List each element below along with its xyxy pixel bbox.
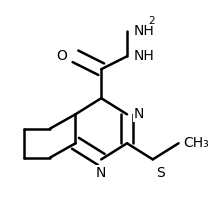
Text: 2: 2: [148, 16, 155, 26]
Text: NH: NH: [133, 24, 154, 38]
Text: N: N: [96, 166, 106, 180]
Text: CH₃: CH₃: [183, 136, 209, 150]
Text: O: O: [57, 49, 67, 63]
Text: NH: NH: [133, 49, 154, 63]
Text: N: N: [133, 107, 144, 121]
Text: S: S: [156, 166, 165, 180]
